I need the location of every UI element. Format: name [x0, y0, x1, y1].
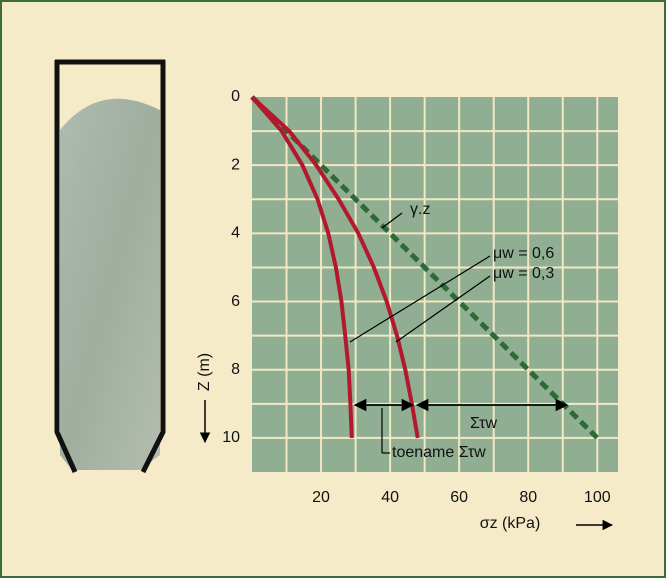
leader-line — [395, 275, 491, 343]
annotation: toename Στw — [392, 444, 486, 461]
series-line — [250, 95, 600, 440]
x-tick-label: 80 — [519, 489, 537, 506]
y-tick-label: 10 — [222, 429, 240, 446]
y-tick-label: 6 — [231, 293, 240, 310]
annotation: μw = 0,6 — [493, 245, 554, 262]
annotation: μw = 0,3 — [493, 265, 554, 282]
x-tick-label: 40 — [381, 489, 399, 506]
x-tick-label: 60 — [450, 489, 468, 506]
y-tick-label: 2 — [231, 156, 240, 173]
x-axis-label: σz (kPa) — [480, 515, 541, 532]
y-axis-label: Z (m) — [196, 353, 213, 391]
leader-line — [349, 255, 491, 343]
y-tick-label: 8 — [231, 361, 240, 378]
x-tick-label: 20 — [312, 489, 330, 506]
series-line — [250, 95, 354, 438]
annotation: Στw — [470, 415, 497, 432]
y-tick-label: 0 — [231, 88, 240, 105]
leader-line — [381, 212, 403, 229]
y-tick-label: 4 — [231, 225, 240, 242]
silo — [54, 59, 166, 474]
x-tick-label: 100 — [584, 489, 611, 506]
series-line — [250, 95, 420, 439]
annotation: γ.z — [410, 201, 430, 218]
